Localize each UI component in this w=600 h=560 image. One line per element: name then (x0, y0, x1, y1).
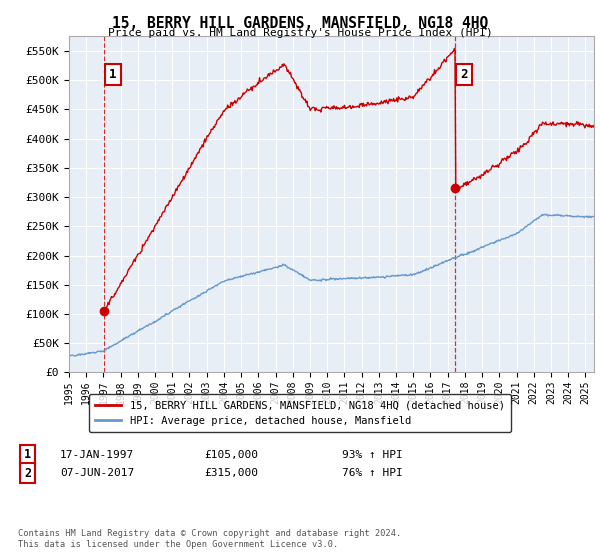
Text: 76% ↑ HPI: 76% ↑ HPI (342, 468, 403, 478)
Text: 2: 2 (460, 68, 468, 81)
Legend: 15, BERRY HILL GARDENS, MANSFIELD, NG18 4HQ (detached house), HPI: Average price: 15, BERRY HILL GARDENS, MANSFIELD, NG18 … (89, 394, 511, 432)
Text: £105,000: £105,000 (204, 450, 258, 460)
Text: 93% ↑ HPI: 93% ↑ HPI (342, 450, 403, 460)
Text: 1: 1 (24, 448, 31, 461)
Text: 17-JAN-1997: 17-JAN-1997 (60, 450, 134, 460)
Text: Price paid vs. HM Land Registry's House Price Index (HPI): Price paid vs. HM Land Registry's House … (107, 28, 493, 38)
Text: 07-JUN-2017: 07-JUN-2017 (60, 468, 134, 478)
Text: 15, BERRY HILL GARDENS, MANSFIELD, NG18 4HQ: 15, BERRY HILL GARDENS, MANSFIELD, NG18 … (112, 16, 488, 31)
Text: £315,000: £315,000 (204, 468, 258, 478)
Text: 2: 2 (24, 466, 31, 480)
Text: 1: 1 (109, 68, 117, 81)
Text: Contains HM Land Registry data © Crown copyright and database right 2024.
This d: Contains HM Land Registry data © Crown c… (18, 529, 401, 549)
